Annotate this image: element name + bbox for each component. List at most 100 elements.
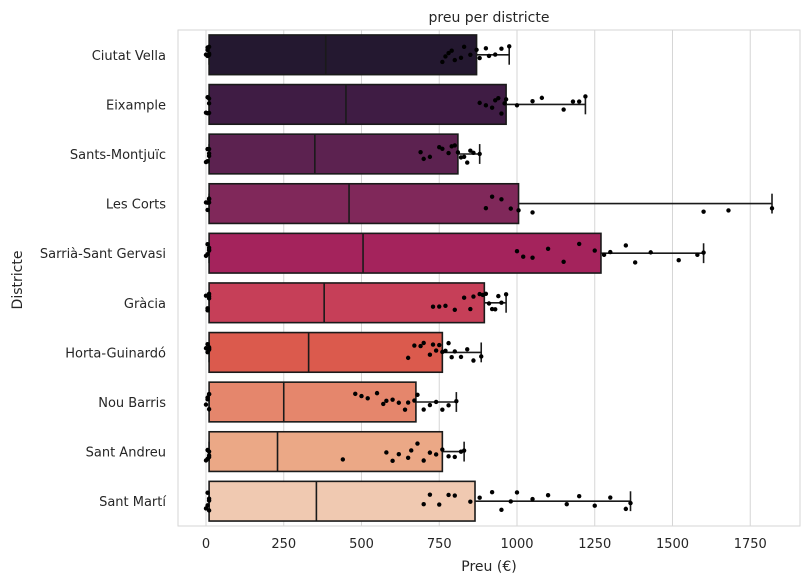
data-point xyxy=(628,500,633,506)
data-point xyxy=(489,194,495,199)
data-point xyxy=(365,396,370,401)
data-point xyxy=(465,160,470,165)
data-point xyxy=(576,493,582,499)
data-point xyxy=(468,499,473,504)
data-point xyxy=(446,403,451,408)
x-tick-label: 0 xyxy=(202,537,210,552)
data-point xyxy=(437,342,442,348)
data-point xyxy=(206,196,212,201)
strip-points xyxy=(203,441,467,464)
strip-points xyxy=(203,94,588,116)
data-point xyxy=(503,292,509,297)
data-point xyxy=(384,450,389,455)
chart-title: preu per districte xyxy=(429,10,550,26)
data-point xyxy=(479,354,484,359)
box xyxy=(208,282,486,324)
data-point xyxy=(530,255,535,260)
box xyxy=(208,133,459,175)
data-point xyxy=(486,53,492,59)
data-point xyxy=(205,159,210,164)
data-point xyxy=(206,454,212,460)
box-group xyxy=(208,182,773,225)
data-point xyxy=(623,243,629,248)
box-group xyxy=(208,133,481,175)
data-point xyxy=(446,340,451,346)
data-point xyxy=(415,392,420,398)
data-point xyxy=(405,355,411,361)
data-point xyxy=(418,343,423,349)
data-point xyxy=(427,492,433,497)
box-group xyxy=(208,34,511,76)
x-tick-label: 500 xyxy=(349,537,374,552)
data-point xyxy=(489,489,495,495)
data-point xyxy=(433,399,439,405)
data-point xyxy=(206,101,212,106)
data-point xyxy=(726,208,731,213)
plot-frame xyxy=(177,29,801,527)
data-point xyxy=(203,402,209,407)
data-point xyxy=(608,495,613,500)
data-point xyxy=(421,156,426,162)
data-point xyxy=(477,100,482,106)
data-point xyxy=(496,293,501,299)
data-point xyxy=(206,110,212,116)
box-group xyxy=(208,381,458,423)
data-point xyxy=(412,398,417,403)
data-point xyxy=(486,301,492,306)
data-point xyxy=(405,455,411,461)
data-point xyxy=(430,342,436,347)
data-point xyxy=(583,94,588,99)
data-point xyxy=(421,340,426,346)
data-point xyxy=(359,393,364,399)
data-point xyxy=(477,151,482,157)
data-point xyxy=(427,154,433,160)
data-point xyxy=(205,308,210,313)
data-point xyxy=(206,346,212,351)
data-point xyxy=(390,458,395,464)
strip-points xyxy=(203,291,509,313)
data-point xyxy=(564,501,569,507)
data-point xyxy=(206,294,212,299)
data-point xyxy=(465,347,470,352)
x-tick-label: 1250 xyxy=(578,537,611,552)
data-point xyxy=(405,400,411,405)
data-point xyxy=(205,207,210,213)
box xyxy=(208,430,444,473)
data-point xyxy=(608,249,613,255)
data-point xyxy=(474,47,479,53)
y-axis-label: Districte xyxy=(10,251,26,310)
data-point xyxy=(493,52,498,57)
box xyxy=(208,331,444,374)
data-point xyxy=(452,143,457,148)
data-point xyxy=(206,508,212,513)
data-point xyxy=(433,452,439,457)
data-point xyxy=(477,495,482,500)
y-tick-label: Gràcia xyxy=(124,297,166,312)
y-tick-label: Eixample xyxy=(106,98,166,113)
data-point xyxy=(206,96,212,101)
data-point xyxy=(206,52,212,58)
box-group xyxy=(208,480,632,522)
data-point xyxy=(499,46,504,51)
data-point xyxy=(446,492,451,498)
data-point xyxy=(701,209,706,214)
data-point xyxy=(623,506,629,512)
strip-points xyxy=(203,44,512,65)
data-point xyxy=(415,441,420,446)
data-point xyxy=(205,397,210,402)
data-point xyxy=(483,46,489,51)
data-point xyxy=(455,150,461,155)
data-point xyxy=(502,101,507,106)
data-point xyxy=(576,241,582,247)
data-point xyxy=(468,306,473,312)
data-point xyxy=(530,99,535,104)
y-tick-label: Sant Martí xyxy=(99,495,166,510)
data-point xyxy=(461,295,467,300)
data-point xyxy=(206,449,212,454)
data-point xyxy=(205,252,210,257)
data-point xyxy=(452,349,457,354)
data-point xyxy=(443,54,448,59)
data-point xyxy=(440,146,445,151)
data-point xyxy=(483,291,489,296)
data-point xyxy=(561,259,566,265)
